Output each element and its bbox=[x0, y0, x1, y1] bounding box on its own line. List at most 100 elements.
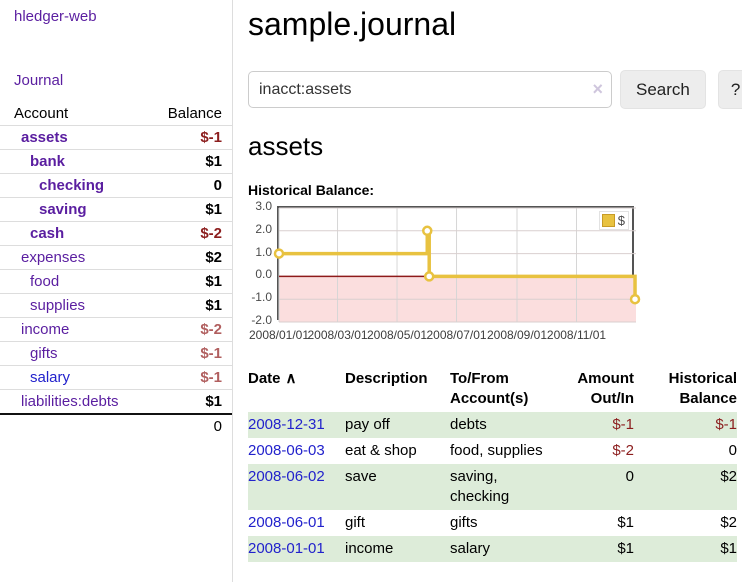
y-tick-label: -2.0 bbox=[251, 313, 272, 327]
register-header-balance: Historical Balance bbox=[668, 370, 737, 407]
x-tick-label: 2008/11/01 bbox=[546, 328, 607, 342]
transaction-accounts: gifts bbox=[450, 514, 478, 531]
account-link[interactable]: expenses bbox=[21, 249, 86, 266]
account-balance: $1 bbox=[150, 389, 232, 414]
register-row: 2008-06-01 gift gifts $1 $2 bbox=[248, 510, 737, 536]
account-row: income $-2 bbox=[0, 317, 232, 342]
account-link[interactable]: checking bbox=[39, 177, 105, 194]
account-row: salary $-1 bbox=[0, 365, 232, 390]
transaction-description: save bbox=[345, 468, 377, 485]
transaction-amount: 0 bbox=[625, 468, 634, 485]
sidebar: hledger-web Journal Account Balance asse… bbox=[0, 0, 233, 582]
account-balance: $-1 bbox=[150, 341, 232, 366]
account-link[interactable]: supplies bbox=[30, 297, 86, 314]
transaction-accounts: salary bbox=[450, 540, 491, 557]
chart-canvas bbox=[273, 207, 641, 323]
account-balance: $-2 bbox=[150, 221, 232, 246]
accounts-total-value: 0 bbox=[150, 413, 232, 438]
chart-x-axis-labels: 2008/01/01 2008/03/01 2008/05/01 2008/07/01… bbox=[248, 328, 737, 344]
transaction-balance: $2 bbox=[720, 514, 737, 531]
account-link[interactable]: salary bbox=[30, 369, 71, 386]
y-tick-label: -1.0 bbox=[251, 290, 272, 305]
accounts-header-account: Account bbox=[14, 105, 69, 122]
clear-search-icon[interactable]: × bbox=[592, 79, 603, 99]
search-help-button[interactable]: ? bbox=[717, 70, 742, 109]
y-tick-label: 2.0 bbox=[255, 221, 272, 236]
chart-legend: $ bbox=[598, 211, 629, 230]
search-input[interactable] bbox=[248, 71, 612, 108]
account-balance: $-1 bbox=[150, 365, 232, 390]
transaction-accounts: saving, checking bbox=[450, 468, 510, 505]
sidebar-item-journal[interactable]: Journal bbox=[14, 72, 64, 89]
search-input-wrap: × bbox=[248, 71, 612, 108]
account-row: bank $1 bbox=[0, 149, 232, 174]
account-row: assets $-1 bbox=[0, 125, 232, 150]
y-tick-label: 0.0 bbox=[255, 267, 272, 282]
transaction-accounts: debts bbox=[450, 416, 487, 433]
x-tick-label: 2008/05/01 bbox=[366, 328, 428, 342]
search-form: × Search ? bbox=[248, 70, 742, 109]
transaction-date-link[interactable]: 2008-12-31 bbox=[248, 416, 325, 433]
transaction-amount: $-1 bbox=[612, 416, 634, 433]
account-row: gifts $-1 bbox=[0, 341, 232, 366]
transaction-date-link[interactable]: 2008-01-01 bbox=[248, 540, 325, 557]
account-link[interactable]: saving bbox=[39, 201, 87, 218]
accounts-total-spacer bbox=[0, 413, 151, 438]
legend-swatch-icon bbox=[601, 214, 615, 227]
transaction-amount: $1 bbox=[617, 540, 634, 557]
account-balance: $1 bbox=[150, 197, 232, 222]
account-balance: $1 bbox=[150, 293, 232, 318]
transaction-balance: $-1 bbox=[715, 416, 737, 433]
accounts-header-balance: Balance bbox=[167, 105, 222, 122]
account-balance: $1 bbox=[150, 149, 232, 174]
account-link[interactable]: liabilities:debts bbox=[21, 393, 119, 410]
x-tick-label: 2008/07/01 bbox=[426, 328, 487, 342]
transaction-date-link[interactable]: 2008-06-03 bbox=[248, 442, 325, 459]
transaction-balance: $2 bbox=[720, 468, 737, 485]
account-row: checking 0 bbox=[0, 173, 232, 198]
register-header-date[interactable]: Date ∧ bbox=[248, 366, 345, 412]
search-button[interactable]: Search bbox=[620, 70, 706, 109]
transaction-balance: $1 bbox=[720, 540, 737, 557]
transaction-description: gift bbox=[345, 514, 366, 531]
transaction-date-link[interactable]: 2008-06-02 bbox=[248, 468, 325, 485]
account-link[interactable]: cash bbox=[30, 225, 65, 242]
account-heading: assets bbox=[248, 131, 324, 161]
transaction-balance: 0 bbox=[728, 442, 737, 459]
app-brand-link[interactable]: hledger-web bbox=[14, 8, 97, 25]
account-link[interactable]: bank bbox=[30, 153, 66, 170]
account-link[interactable]: food bbox=[30, 273, 60, 290]
transaction-amount: $-2 bbox=[612, 442, 634, 459]
register-row: 2008-12-31 pay off debts $-1 $-1 bbox=[248, 412, 737, 438]
register-table: Date ∧ Description To/From Account(s) Amo… bbox=[248, 366, 737, 562]
page-title: sample.journal bbox=[248, 6, 457, 42]
legend-label: $ bbox=[617, 213, 625, 228]
account-balance: $2 bbox=[150, 245, 232, 270]
account-link[interactable]: gifts bbox=[30, 345, 58, 362]
transaction-amount: $1 bbox=[617, 514, 634, 531]
transaction-date-link[interactable]: 2008-06-01 bbox=[248, 514, 325, 531]
y-tick-label: 3.0 bbox=[255, 199, 272, 213]
accounts-table: Account Balance assets $-1 bank $1 check… bbox=[0, 102, 232, 438]
transaction-description: pay off bbox=[345, 416, 390, 433]
transaction-description: eat & shop bbox=[345, 442, 417, 459]
historical-balance-chart: 3.0 2.0 1.0 0.0 -1.0 -2.0 $ 2008/01/01 2008/03… bbox=[248, 199, 737, 346]
chart-plot-area: $ bbox=[273, 206, 641, 323]
chart-y-axis-labels: 3.0 2.0 1.0 0.0 -1.0 -2.0 bbox=[248, 199, 272, 327]
account-row: cash $-2 bbox=[0, 221, 232, 246]
y-tick-label: 1.0 bbox=[255, 244, 272, 259]
chart-title: Historical Balance: bbox=[248, 182, 375, 198]
register-row: 2008-06-03 eat & shop food, supplies $-2… bbox=[248, 438, 737, 464]
account-link[interactable]: income bbox=[21, 321, 70, 338]
register-header-description: Description bbox=[345, 370, 428, 387]
account-row: expenses $2 bbox=[0, 245, 232, 270]
transaction-accounts: food, supplies bbox=[450, 442, 543, 459]
register-row: 2008-01-01 income salary $1 $1 bbox=[248, 536, 737, 562]
account-row: saving $1 bbox=[0, 197, 232, 222]
account-row: liabilities:debts $1 bbox=[0, 389, 232, 414]
x-tick-label: 2008/01/01 bbox=[248, 328, 310, 342]
register-header-accounts: To/From Account(s) bbox=[450, 370, 529, 407]
register-header-amount: Amount Out/In bbox=[577, 370, 634, 407]
account-link[interactable]: assets bbox=[21, 129, 68, 146]
x-tick-label: 2008/03/01 bbox=[307, 328, 368, 342]
